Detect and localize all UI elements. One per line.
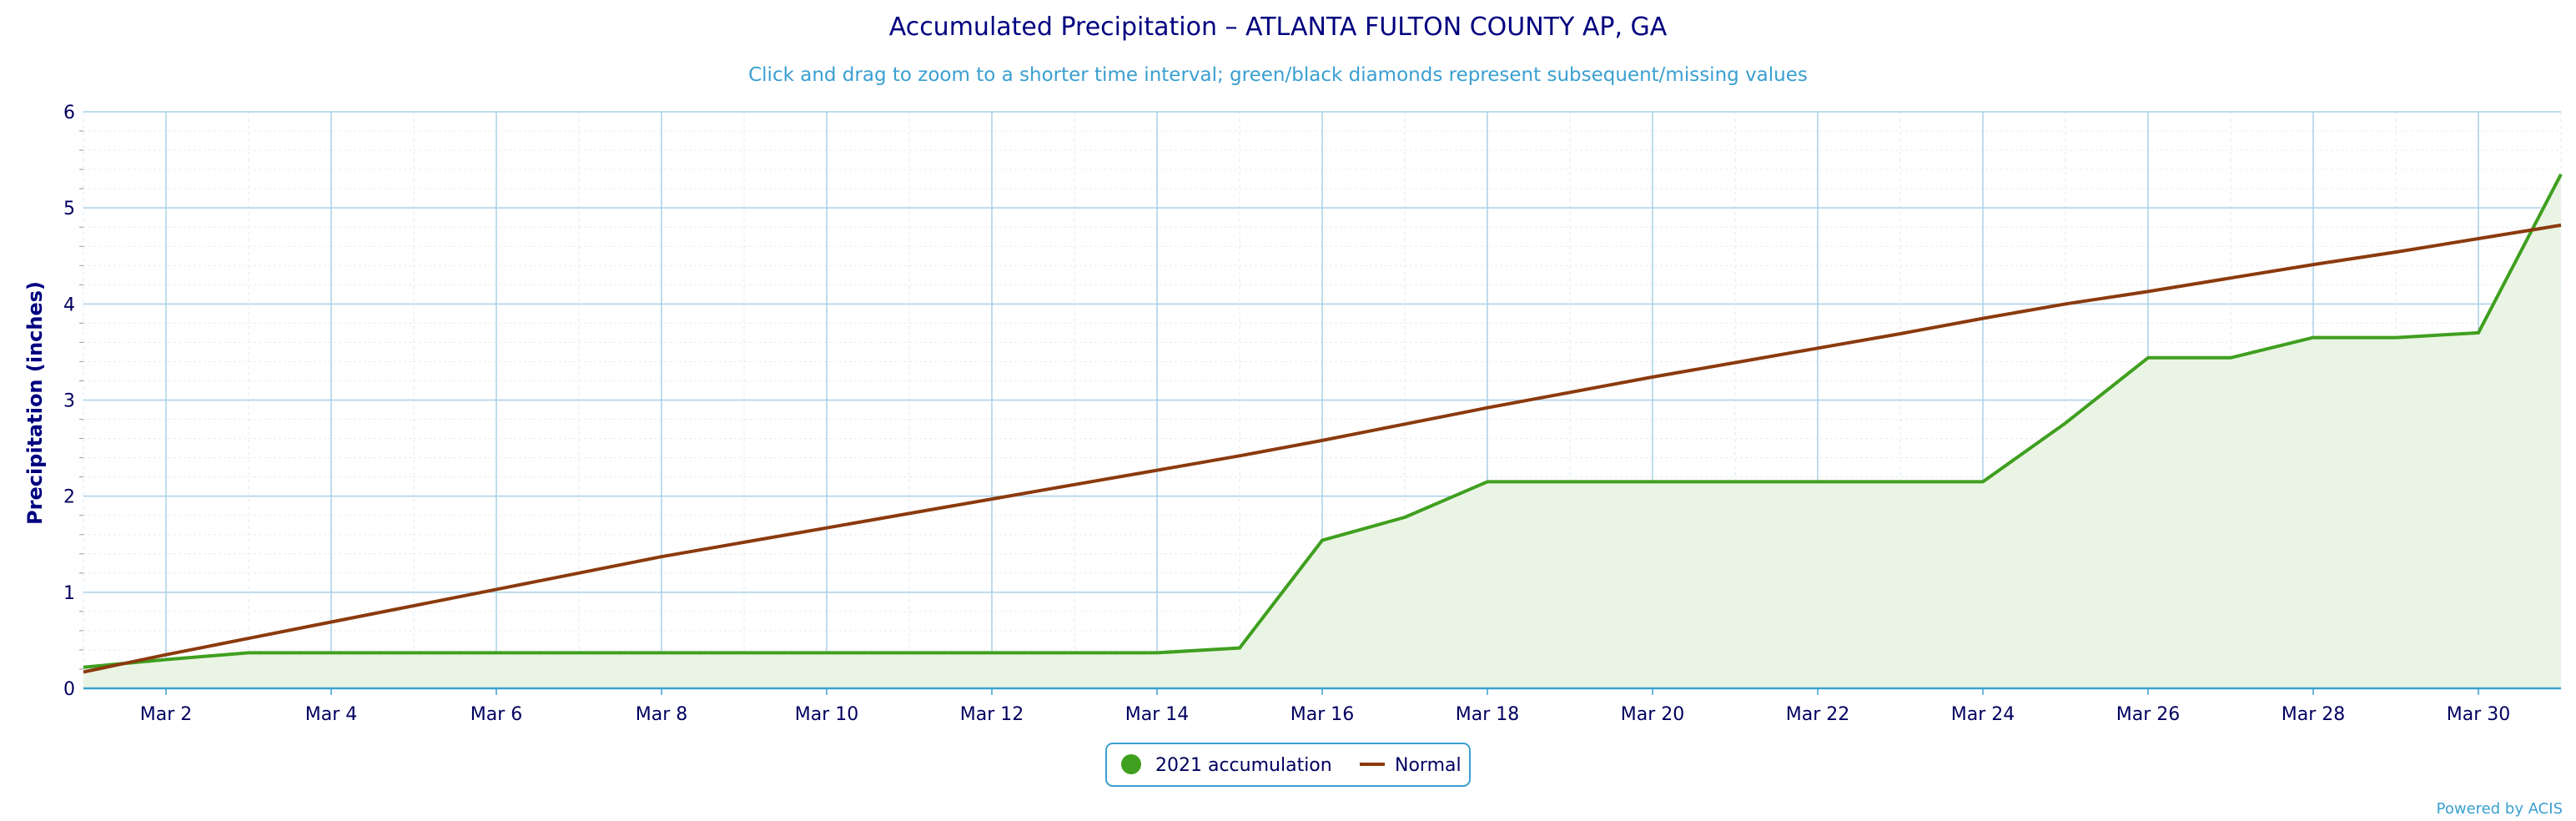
legend-box <box>1105 743 1471 787</box>
data-point-2021-accumulation[interactable] <box>1316 534 1329 547</box>
data-point-normal[interactable] <box>1811 341 1824 355</box>
series-line-normal[interactable] <box>83 223 2562 674</box>
data-point-normal[interactable] <box>1481 401 1494 415</box>
data-point-normal[interactable] <box>2472 232 2485 245</box>
data-point-2021-accumulation[interactable] <box>1894 475 1907 488</box>
y-tick-label: 0 <box>63 679 75 700</box>
data-point-2021-accumulation[interactable] <box>572 646 586 659</box>
data-point-normal[interactable] <box>1646 370 1659 384</box>
x-tick-label: Mar 4 <box>305 704 358 725</box>
data-point-normal[interactable] <box>325 616 338 629</box>
x-tick-label: Mar 20 <box>1621 704 1685 725</box>
x-tick-label: Mar 22 <box>1786 704 1850 725</box>
data-point-2021-accumulation[interactable] <box>2224 351 2237 365</box>
legend-item-normal[interactable]: Normal <box>1360 755 1462 776</box>
data-point-normal[interactable] <box>1068 478 1081 491</box>
data-point-2021-accumulation[interactable] <box>242 646 255 659</box>
powered-by-credit[interactable]: Powered by ACIS <box>2437 800 2563 818</box>
data-point-2021-accumulation[interactable] <box>2389 331 2402 345</box>
series-area-2021-accumulation <box>83 174 2561 688</box>
data-point-normal[interactable] <box>1316 434 1329 447</box>
legend-label-accumulation: 2021 accumulation <box>1155 755 1332 776</box>
data-point-normal[interactable] <box>2389 245 2402 259</box>
legend-marker-accumulation <box>1121 754 1141 774</box>
data-point-normal[interactable] <box>159 648 173 662</box>
data-point-2021-accumulation[interactable] <box>1811 475 1824 488</box>
data-point-2021-accumulation[interactable] <box>1976 475 1990 488</box>
data-point-normal[interactable] <box>242 632 255 645</box>
data-point-2021-accumulation[interactable] <box>325 646 338 659</box>
x-tick-label: Mar 12 <box>960 704 1024 725</box>
data-point-2021-accumulation[interactable] <box>1233 642 1246 655</box>
legend-item-accumulation[interactable]: 2021 accumulation <box>1121 754 1332 776</box>
data-point-2021-accumulation[interactable] <box>737 646 751 659</box>
data-point-2021-accumulation[interactable] <box>1150 646 1164 659</box>
data-point-2021-accumulation[interactable] <box>1398 511 1411 524</box>
x-tick-label: Mar 26 <box>2116 704 2181 725</box>
data-point-2021-accumulation[interactable] <box>655 646 668 659</box>
data-point-normal[interactable] <box>2224 271 2237 285</box>
y-tick-label: 2 <box>63 487 75 508</box>
x-tick-label: Mar 18 <box>1456 704 1520 725</box>
data-point-normal[interactable] <box>1398 417 1411 431</box>
data-point-normal[interactable] <box>490 582 503 596</box>
data-point-2021-accumulation[interactable] <box>407 646 420 659</box>
x-tick-label: Mar 16 <box>1291 704 1355 725</box>
data-point-normal[interactable] <box>77 665 90 678</box>
data-point-normal[interactable] <box>1233 449 1246 462</box>
data-point-2021-accumulation[interactable] <box>2554 168 2568 181</box>
x-tick-label: Mar 8 <box>636 704 688 725</box>
data-point-normal[interactable] <box>903 506 916 520</box>
plot-area[interactable] <box>77 168 2568 688</box>
x-tick-label: Mar 2 <box>140 704 193 725</box>
data-point-2021-accumulation[interactable] <box>2059 416 2072 430</box>
x-tick-label: Mar 24 <box>1951 704 2015 725</box>
chart-subtitle: Click and drag to zoom to a shorter time… <box>748 64 1808 86</box>
data-point-normal[interactable] <box>1150 464 1164 477</box>
legend-label-normal: Normal <box>1395 755 1462 776</box>
legend: 2021 accumulation Normal <box>1105 743 1471 787</box>
y-axis-title: Precipitation (inches) <box>23 281 47 525</box>
data-point-2021-accumulation[interactable] <box>1646 475 1659 488</box>
chart-title: Accumulated Precipitation – ATLANTA FULT… <box>889 13 1668 42</box>
x-tick-label: Mar 14 <box>1125 704 1190 725</box>
data-point-normal[interactable] <box>1728 356 1742 370</box>
data-point-normal[interactable] <box>1563 385 1577 399</box>
data-point-normal[interactable] <box>572 567 586 580</box>
data-point-normal[interactable] <box>2554 219 2568 232</box>
data-point-normal[interactable] <box>2307 258 2320 271</box>
y-tick-label: 3 <box>63 391 75 412</box>
data-point-2021-accumulation[interactable] <box>1068 646 1081 659</box>
data-point-normal[interactable] <box>655 550 668 563</box>
data-point-2021-accumulation[interactable] <box>2141 351 2155 365</box>
data-point-2021-accumulation[interactable] <box>820 646 833 659</box>
series-line-2021-accumulation[interactable] <box>83 173 2563 669</box>
axes: 0 1 2 3 4 5 6 Mar 2 Mar 4 Mar 6 Mar 8 Mar 10 Mar 12 M… <box>63 103 2561 725</box>
data-point-2021-accumulation[interactable] <box>2307 331 2320 345</box>
data-point-normal[interactable] <box>1894 327 1907 340</box>
data-point-2021-accumulation[interactable] <box>985 646 999 659</box>
data-point-normal[interactable] <box>820 521 833 535</box>
data-point-normal[interactable] <box>985 492 999 506</box>
x-tick-label: Mar 28 <box>2282 704 2346 725</box>
data-point-2021-accumulation[interactable] <box>2472 326 2485 340</box>
data-point-2021-accumulation[interactable] <box>1728 475 1742 488</box>
y-tick-label: 4 <box>63 295 75 315</box>
x-tick-label: Mar 30 <box>2447 704 2511 725</box>
y-tick-label: 5 <box>63 199 75 219</box>
data-point-normal[interactable] <box>737 536 751 549</box>
data-point-normal[interactable] <box>1976 312 1990 325</box>
data-point-2021-accumulation[interactable] <box>490 646 503 659</box>
data-point-normal[interactable] <box>2141 285 2155 298</box>
y-tick-label: 1 <box>63 583 75 604</box>
data-point-2021-accumulation[interactable] <box>1563 475 1577 488</box>
x-tick-label: Mar 6 <box>470 704 523 725</box>
data-point-2021-accumulation[interactable] <box>1481 475 1494 488</box>
data-point-2021-accumulation[interactable] <box>903 646 916 659</box>
data-point-normal[interactable] <box>407 599 420 612</box>
y-tick-label: 6 <box>63 103 75 123</box>
x-tick-label: Mar 10 <box>795 704 859 725</box>
data-point-normal[interactable] <box>2059 297 2072 310</box>
